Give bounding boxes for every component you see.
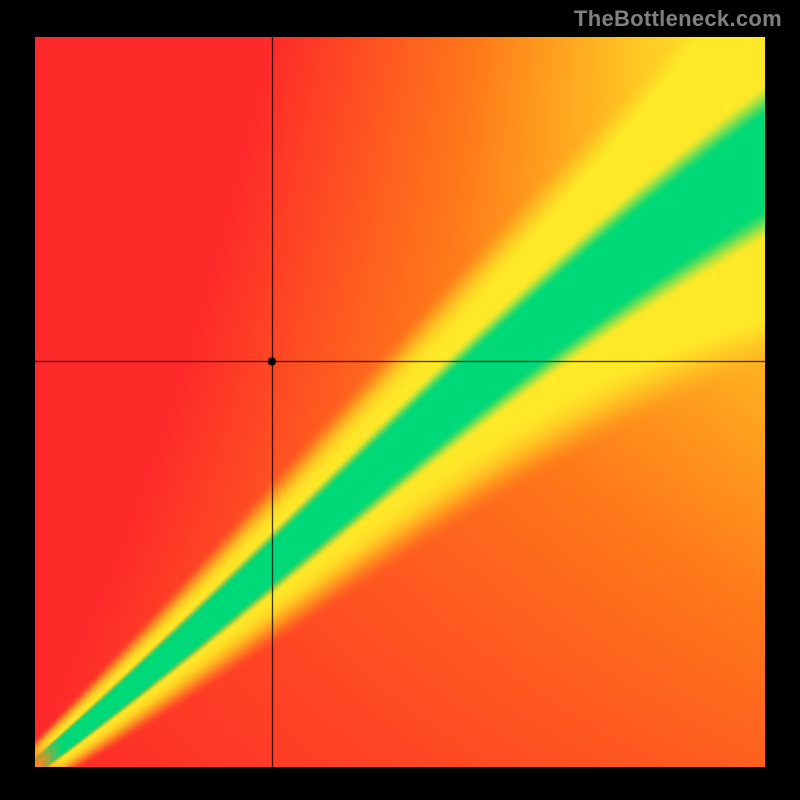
- chart-container: TheBottleneck.com: [0, 0, 800, 800]
- watermark-text: TheBottleneck.com: [574, 6, 782, 32]
- bottleneck-heatmap: [35, 37, 765, 767]
